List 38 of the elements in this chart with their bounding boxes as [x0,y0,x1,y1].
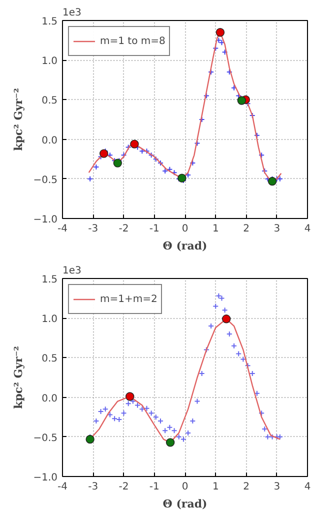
text: 1e3 [62,8,82,18]
y-tick-label: 0.5 [42,96,58,107]
legend-label: m=1+m=2 [100,294,158,304]
x-tick-label: 3 [274,224,280,234]
text: 1e3 [62,266,82,276]
y-tick-label: 0.0 [42,393,58,404]
x-axis-title: Θ (rad) [162,498,208,510]
x-tick-label: -4 [58,224,68,234]
x-tick-label: -1 [149,224,160,234]
y-tick-label: −0.5 [33,432,58,444]
y-tick-label: 0.0 [42,135,58,146]
x-tick-label: 4 [304,224,311,234]
y-axis-title: kpc² Gyr⁻² [12,346,26,409]
y-tick-label: 1.5 [42,16,58,28]
y-tick-label: 0.5 [42,354,58,365]
x-tick-label: -4 [58,482,68,492]
x-tick-label: 0 [182,482,188,492]
x-tick-label: -3 [88,224,98,234]
y-tick-label: 1.5 [42,274,58,286]
x-tick-label: -3 [88,482,98,492]
x-tick-label: 1 [212,482,219,492]
y-tick-label: 1.0 [42,314,58,326]
x-tick-label: 2 [243,224,250,234]
x-tick-label: -2 [118,224,129,234]
y-tick-label: −1.0 [33,472,58,484]
x-tick-label: 3 [274,482,280,492]
x-tick-label: 4 [304,482,311,492]
y-axis-title: kpc² Gyr⁻² [12,88,26,151]
y-tick-label: 1.0 [42,56,58,68]
x-tick-label: -1 [149,482,160,492]
y-tick-label: −0.5 [33,174,58,186]
legend-label: m=1 to m=8 [100,36,166,46]
y-tick-label: −1.0 [33,214,58,226]
x-tick-label: 0 [182,224,188,234]
x-tick-label: -2 [118,482,129,492]
x-tick-label: 2 [243,482,250,492]
x-tick-label: 1 [212,224,219,234]
x-axis-title: Θ (rad) [162,240,208,252]
